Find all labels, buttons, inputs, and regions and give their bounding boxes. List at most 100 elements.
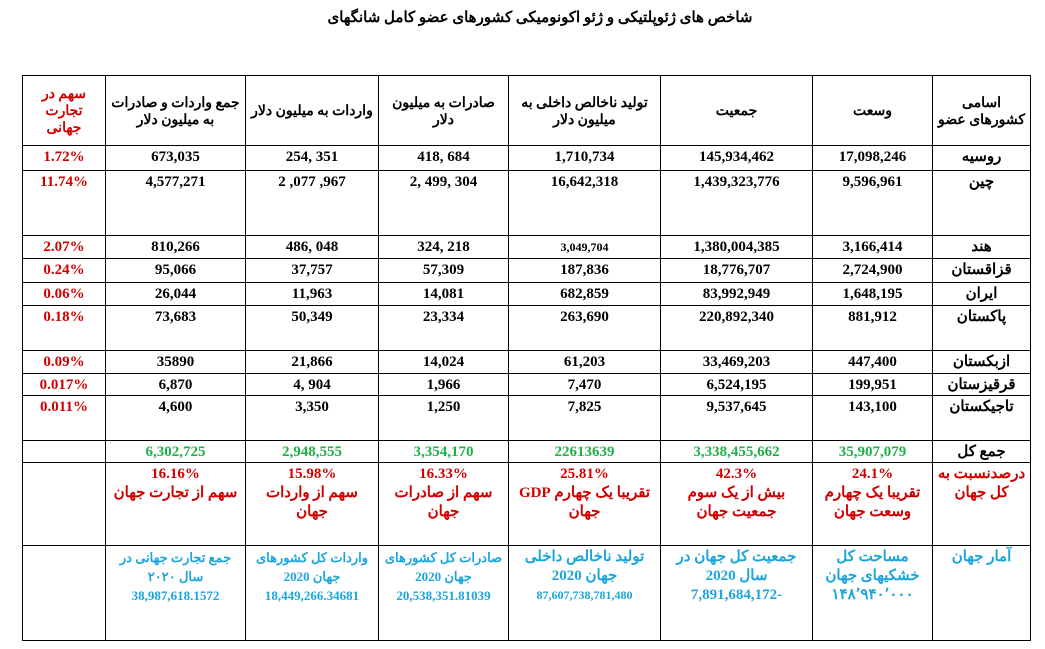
percent-cell: 42.3% بیش از یک سوم جمعیت جهان [660, 462, 813, 546]
value: 199,951 [848, 377, 897, 393]
value: 0.017% [39, 377, 89, 393]
total-cell: 3,338,455,662 [660, 440, 813, 463]
value: 4,577,271 [145, 174, 206, 190]
header-cell: وسعت [812, 75, 933, 146]
value: 881,912 [848, 309, 897, 325]
value-cell: 1,439,323,776 [660, 170, 813, 236]
value: 682,859 [560, 286, 609, 302]
name: تاجیکستان [949, 399, 1014, 415]
value-cell: 26,044 [105, 282, 246, 306]
value: 486, 048 [285, 239, 339, 255]
value-cell: 2.07% [22, 235, 106, 259]
value-cell: 1,966 [378, 373, 509, 396]
value-cell: 881,912 [812, 305, 933, 351]
value: 11.74% [40, 174, 88, 190]
value-cell: 418, 684 [378, 145, 509, 171]
world-cell: جمعیت کل جهان در سال 2020 7,891,684,172- [660, 545, 813, 641]
world-value: 38,987,618.1572 [131, 588, 220, 603]
world-text: واردات کل کشورهای جهان 2020 [255, 550, 369, 584]
total-cell: 3,354,170 [378, 440, 509, 463]
value-cell: 61,203 [508, 350, 661, 374]
value: 187,836 [560, 262, 609, 278]
value-cell: 35890 [105, 350, 246, 374]
value: 0.09% [43, 354, 85, 370]
name: ایران [965, 286, 998, 302]
value: 145,934,462 [699, 149, 774, 165]
name: روسیه [961, 149, 1002, 165]
country-row: ازبکستان 447,400 33,469,203 61,203 14,024 21,… [22, 350, 1031, 374]
value-cell: 14,081 [378, 282, 509, 306]
total-label: جمع کل [932, 440, 1031, 463]
empty-cell [22, 440, 106, 463]
world-value: 87,607,738,781,480 [536, 588, 633, 602]
world-cell: تولید ناخالص داخلی جهان 2020 87,607,738,7… [508, 545, 661, 641]
total-cell: 2,948,555 [245, 440, 379, 463]
header-cell: تولید ناخالص داخلی به میلیون دلار [508, 75, 661, 146]
value-cell: 50,349 [245, 305, 379, 351]
value-cell: 187,836 [508, 258, 661, 283]
value: 7,825 [567, 399, 602, 415]
value: 447,400 [848, 354, 897, 370]
country-row: تاجیکستان 143,100 9,537,645 7,825 1,250 3,350… [22, 395, 1031, 441]
total-row: جمع کل 35,907,079 3,338,455,662 22613639 3,3… [22, 440, 1031, 463]
value: 14,081 [422, 286, 465, 302]
country-name: پاکستان [932, 305, 1031, 351]
value-cell: 324, 218 [378, 235, 509, 259]
value-cell: 2,724,900 [812, 258, 933, 283]
value-cell: 95,066 [105, 258, 246, 283]
value: 95,066 [154, 262, 197, 278]
percent-text: بیش از یک سوم جمعیت جهان [687, 485, 786, 520]
value: 1,966 [426, 377, 461, 393]
world-value: ۱۴۸٬۹۴۰٬۰۰۰ [831, 587, 914, 603]
value-cell: 3,166,414 [812, 235, 933, 259]
value-cell: 14,024 [378, 350, 509, 374]
value-cell: 83,992,949 [660, 282, 813, 306]
value-cell: 7,825 [508, 395, 661, 441]
percent-text: سهم از واردات جهان [266, 485, 358, 520]
value: 35890 [156, 354, 195, 370]
value: 16,642,318 [550, 174, 619, 190]
world-cell: مساحت کل خشکیهای جهان ۱۴۸٬۹۴۰٬۰۰۰ [812, 545, 933, 641]
value-cell: 33,469,203 [660, 350, 813, 374]
value-cell: 0.017% [22, 373, 106, 396]
percent-cell: 16.16% سهم از تجارت جهان [105, 462, 246, 546]
world-cell: جمع تجارت جهانی در سال ۲۰۲۰ 38,987,618.15… [105, 545, 246, 641]
value-cell: 199,951 [812, 373, 933, 396]
value: 1,250 [426, 399, 461, 415]
country-row: چین 9,596,961 1,439,323,776 16,642,318 2, 49… [22, 170, 1031, 236]
percent-cell: 24.1% تقریبا یک چهارم وسعت جهان [812, 462, 933, 546]
value: 9,596,961 [842, 174, 903, 190]
data-table: اسامی کشورهای عضو وسعت جمعیت تولید ناخالص د… [22, 75, 1031, 641]
value-cell: 9,596,961 [812, 170, 933, 236]
country-name: چین [932, 170, 1031, 236]
value-cell: 6,524,195 [660, 373, 813, 396]
value-cell: 810,266 [105, 235, 246, 259]
value: 6,524,195 [706, 377, 767, 393]
value: 14,024 [422, 354, 465, 370]
value: 0.06% [43, 286, 85, 302]
value: 2,948,555 [282, 444, 342, 460]
value-cell: 3,049,704 [508, 235, 661, 259]
country-row: قرقیزستان 199,951 6,524,195 7,470 1,966 4, 90… [22, 373, 1031, 396]
name: ازبکستان [952, 354, 1011, 370]
country-name: قزاقستان [932, 258, 1031, 283]
value: 26,044 [154, 286, 197, 302]
name: پاکستان [956, 309, 1007, 325]
value-cell: 143,100 [812, 395, 933, 441]
value: 6,302,725 [145, 444, 206, 460]
empty-cell [22, 462, 106, 546]
value: 0.011% [40, 399, 88, 415]
value: 11,963 [291, 286, 333, 302]
header-row: اسامی کشورهای عضو وسعت جمعیت تولید ناخالص د… [22, 75, 1031, 146]
percent-value: 16.16% [151, 466, 200, 482]
value: 35,907,079 [838, 444, 907, 460]
value: 1,380,004,385 [693, 239, 780, 255]
value: 4,600 [158, 399, 193, 415]
percent-value: 16.33% [419, 466, 468, 482]
value-cell: 4,577,271 [105, 170, 246, 236]
value-cell: 1,250 [378, 395, 509, 441]
value-cell: 7,470 [508, 373, 661, 396]
value-cell: 4, 904 [245, 373, 379, 396]
value-cell: 3,350 [245, 395, 379, 441]
